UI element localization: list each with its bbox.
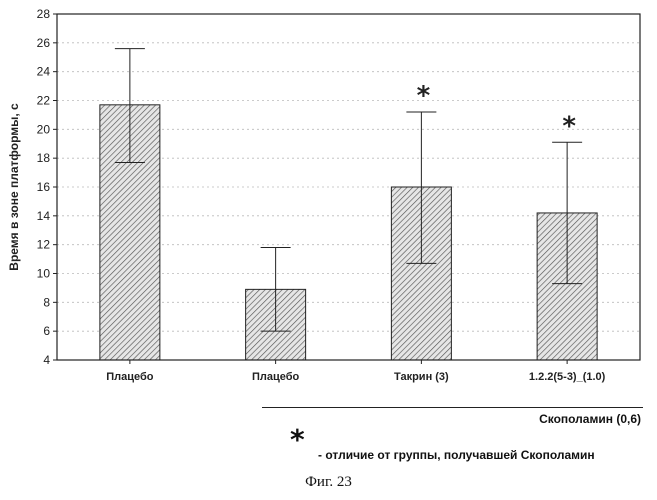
y-tick-label: 10 bbox=[37, 267, 51, 281]
y-tick-label: 26 bbox=[37, 36, 51, 50]
y-tick-label: 8 bbox=[43, 295, 50, 309]
legend-text: - отличие от группы, получавшей Скополам… bbox=[318, 448, 595, 462]
y-tick-label: 28 bbox=[37, 7, 51, 21]
group-label: Скополамин (0,6) bbox=[539, 412, 641, 426]
y-tick-label: 20 bbox=[37, 122, 51, 136]
y-tick-label: 24 bbox=[37, 65, 51, 79]
y-tick-label: 4 bbox=[43, 353, 50, 367]
category-label: Такрин (3) bbox=[394, 371, 449, 383]
significance-markers: ** bbox=[417, 81, 577, 141]
y-tick-label: 16 bbox=[37, 180, 51, 194]
y-axis-ticks: 4 6 8 10 12 14 16 18 20 22 24 26 28 bbox=[37, 7, 57, 367]
error-bar bbox=[552, 141, 583, 285]
y-tick-label: 6 bbox=[43, 324, 50, 338]
error-bars bbox=[114, 48, 583, 332]
significance-star: * bbox=[562, 111, 576, 141]
significance-star: * bbox=[417, 81, 431, 111]
plot-frame bbox=[56, 13, 641, 361]
category-label: Плацебо bbox=[106, 371, 154, 383]
y-tick-label: 12 bbox=[37, 238, 51, 252]
y-axis-label: Время в зоне платформы, с bbox=[7, 103, 21, 271]
error-bar bbox=[114, 48, 145, 163]
category-label: Плацебо bbox=[252, 371, 300, 383]
legend-marker: * bbox=[290, 423, 305, 456]
figure-caption: Фиг. 23 bbox=[305, 474, 352, 490]
bars bbox=[99, 104, 598, 361]
category-label: 1.2.2(5-3)_(1.0) bbox=[529, 371, 606, 383]
group-bracket-line bbox=[262, 407, 643, 408]
y-tick-label: 14 bbox=[37, 209, 51, 223]
y-tick-label: 22 bbox=[37, 94, 51, 108]
error-bar bbox=[406, 111, 437, 264]
error-bar bbox=[260, 247, 291, 332]
category-labels: Плацебо Плацебо Такрин (3) 1.2.2(5-3)_(1.0) bbox=[106, 360, 606, 383]
y-tick-label: 18 bbox=[37, 151, 51, 165]
